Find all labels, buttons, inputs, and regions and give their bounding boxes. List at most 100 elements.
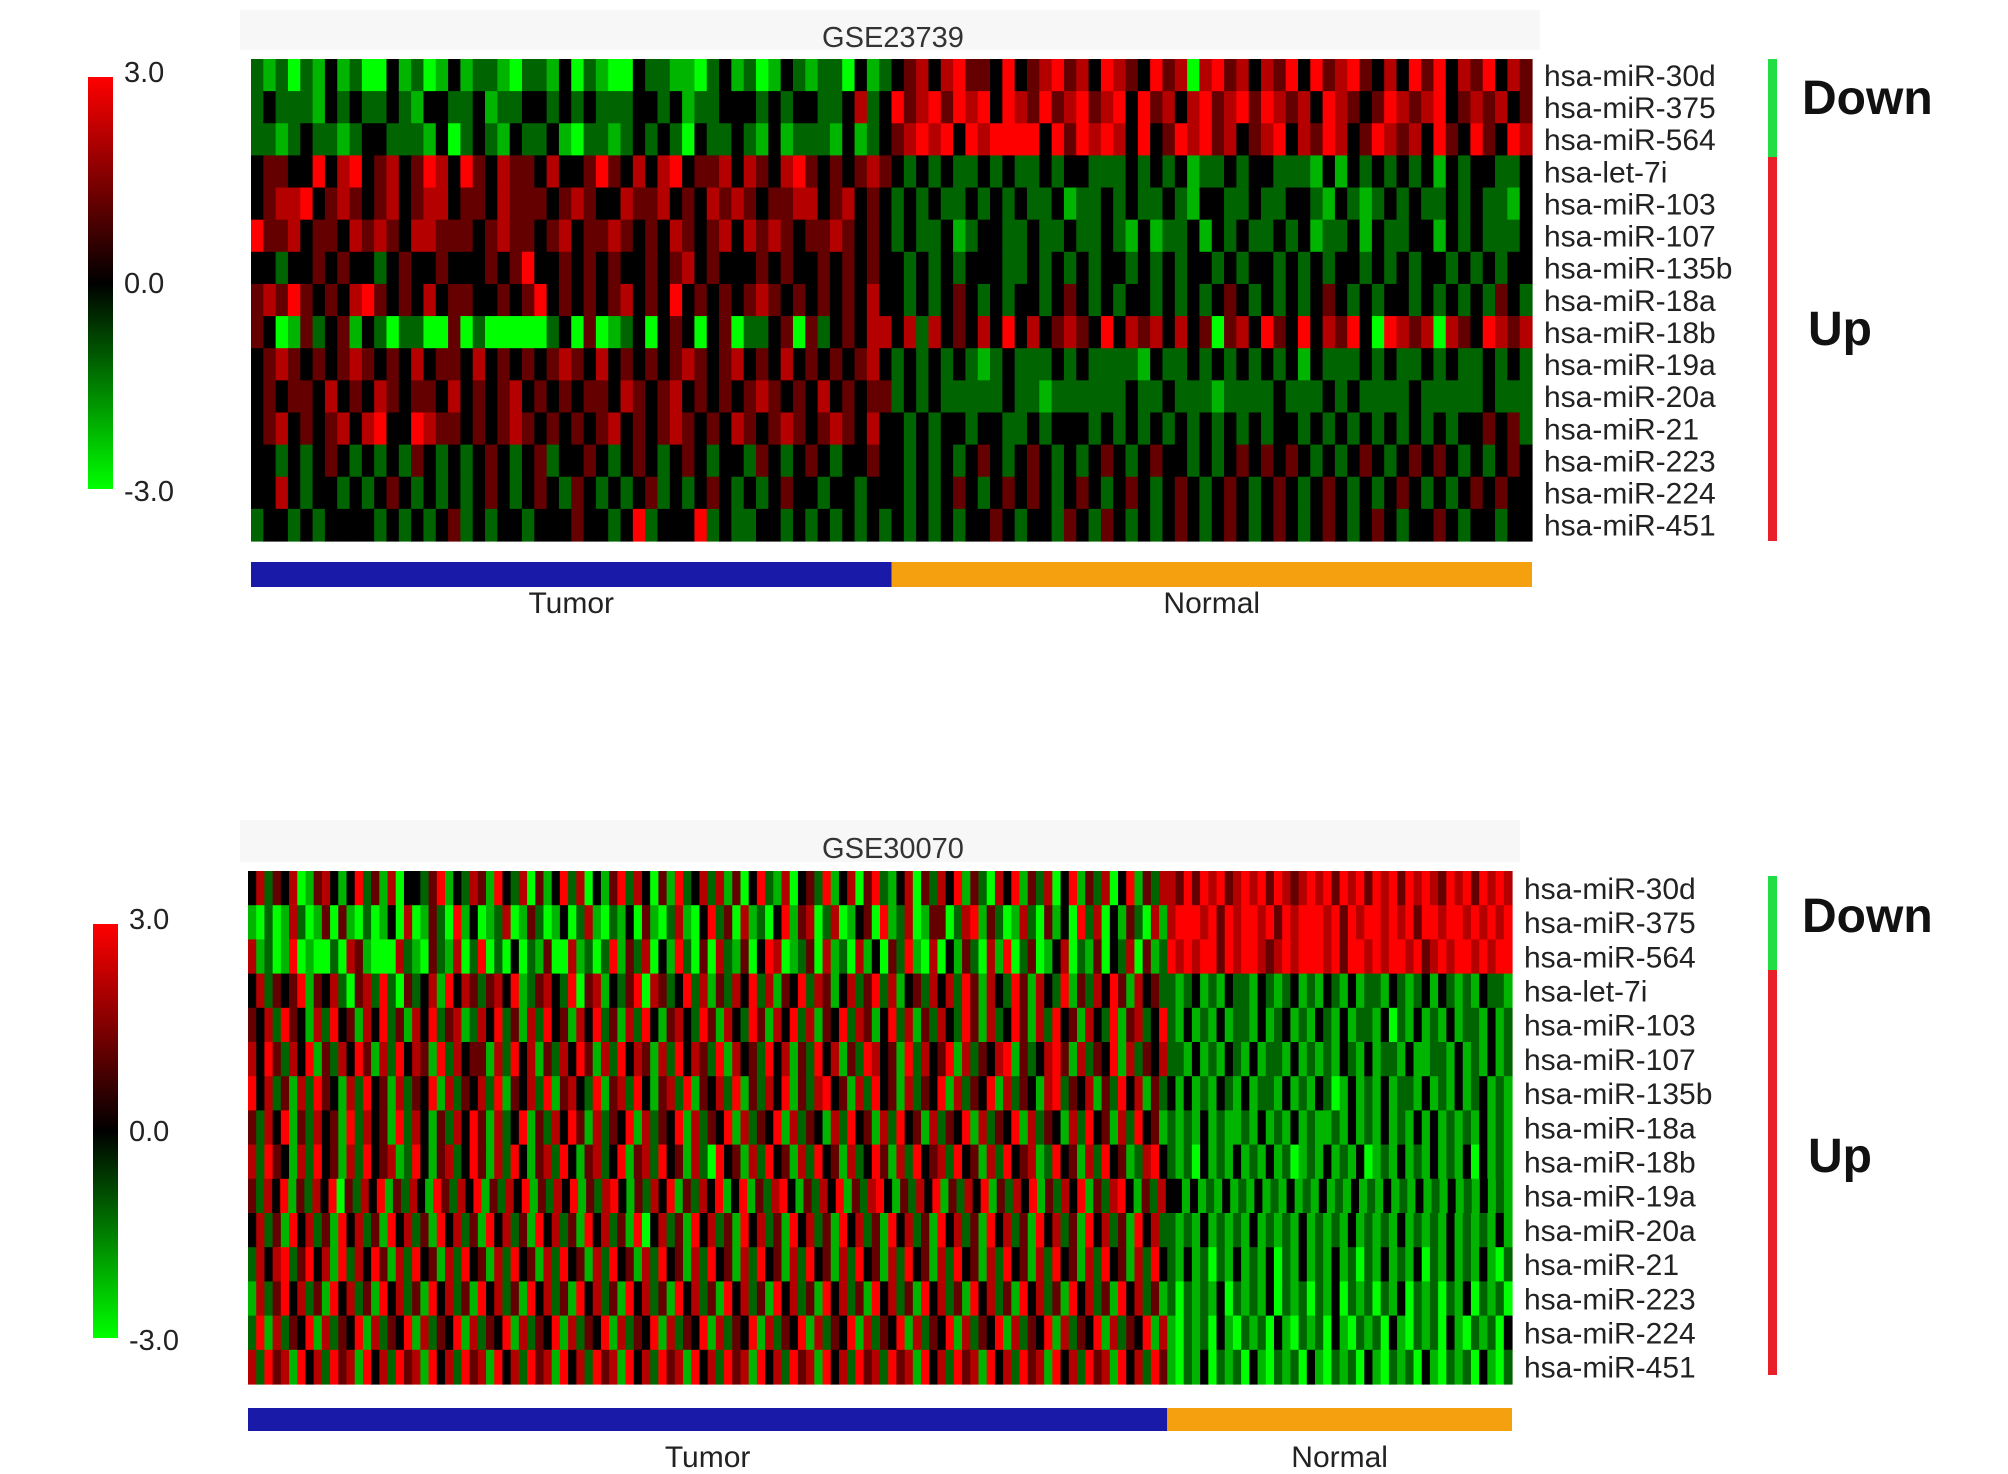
heatmap-cell bbox=[1364, 973, 1374, 1009]
heatmap-cell bbox=[1014, 187, 1028, 221]
heatmap-cell bbox=[1126, 1247, 1136, 1282]
heatmap-cell bbox=[719, 219, 732, 253]
row-labels: hsa-miR-30dhsa-miR-375hsa-miR-564hsa-let… bbox=[1544, 60, 1732, 543]
heatmap-cell bbox=[921, 1213, 930, 1248]
heatmap-cell bbox=[1470, 251, 1484, 285]
heatmap-cell bbox=[1380, 1007, 1390, 1043]
heatmap-cell bbox=[1454, 1349, 1464, 1385]
heatmap-cell bbox=[423, 508, 437, 542]
heatmap-cell bbox=[830, 973, 840, 1009]
heatmap-cell bbox=[805, 59, 819, 92]
heatmap-cell bbox=[756, 1110, 766, 1146]
heatmap-cell bbox=[797, 1110, 807, 1146]
heatmap-cell bbox=[1011, 871, 1021, 906]
heatmap-cell bbox=[953, 348, 967, 381]
heatmap-cell bbox=[953, 1042, 963, 1077]
heatmap-cell bbox=[625, 1281, 635, 1317]
heatmap-cell bbox=[1125, 155, 1139, 189]
heatmap-cell bbox=[568, 1281, 577, 1317]
heatmap-cell bbox=[1334, 251, 1348, 285]
heatmap-cell bbox=[1495, 1042, 1505, 1077]
heatmap-cell bbox=[891, 412, 905, 446]
heatmap-cell bbox=[835, 1178, 845, 1214]
heatmap-cell bbox=[945, 1110, 955, 1146]
heatmap-cell bbox=[1397, 1281, 1406, 1317]
heatmap-cell bbox=[904, 1076, 914, 1111]
heatmap-cell bbox=[953, 412, 967, 446]
heatmap-cell bbox=[1125, 412, 1139, 446]
heatmap-cell bbox=[1470, 1281, 1480, 1317]
heatmap-cell bbox=[965, 187, 979, 221]
heatmap-cell bbox=[1248, 187, 1262, 221]
heatmap-cell bbox=[1364, 1076, 1374, 1111]
heatmap-cell bbox=[929, 1042, 939, 1077]
heatmap-cell bbox=[1285, 380, 1299, 414]
heatmap-cell bbox=[1359, 412, 1373, 446]
heatmap-cell bbox=[880, 1315, 889, 1351]
heatmap-cell bbox=[940, 59, 954, 92]
heatmap-cell bbox=[321, 1247, 331, 1282]
heatmap-cell bbox=[1407, 1178, 1416, 1214]
heatmap-cell bbox=[945, 1213, 955, 1248]
heatmap-cell bbox=[916, 187, 930, 221]
heatmap-cell bbox=[576, 1349, 586, 1385]
heatmap-cell bbox=[428, 939, 438, 975]
heatmap-cell bbox=[1356, 1349, 1365, 1385]
heatmap-cell bbox=[444, 939, 454, 975]
heatmap-cell bbox=[1208, 1144, 1218, 1180]
heatmap-cell bbox=[374, 444, 388, 478]
heatmap-cell bbox=[411, 444, 425, 478]
heatmap-cell bbox=[435, 251, 449, 285]
heatmap-cell bbox=[608, 251, 622, 285]
heatmap-cell bbox=[719, 348, 732, 381]
heatmap-cell bbox=[903, 219, 917, 253]
heatmap-cell bbox=[1339, 1110, 1349, 1146]
heatmap-cell bbox=[940, 348, 954, 381]
heatmap-cell bbox=[1199, 251, 1213, 285]
heatmap-cell bbox=[756, 905, 766, 940]
heatmap-cell bbox=[494, 1110, 504, 1146]
heatmap-cell bbox=[297, 939, 307, 975]
heatmap-cell bbox=[1454, 1247, 1464, 1282]
heatmap-cell bbox=[748, 1349, 758, 1385]
heatmap-cell bbox=[272, 1213, 282, 1248]
heatmap-cell bbox=[559, 1007, 569, 1043]
heatmap-cell bbox=[485, 412, 498, 446]
heatmap-cell bbox=[583, 91, 597, 124]
heatmap-cell bbox=[1261, 155, 1274, 189]
heatmap-cell bbox=[1134, 1247, 1144, 1282]
heatmap-cell bbox=[535, 939, 545, 975]
heatmap-cell bbox=[1150, 59, 1164, 92]
heatmap-cell bbox=[1167, 1007, 1177, 1043]
heatmap-cell bbox=[609, 1349, 618, 1385]
heatmap-cell bbox=[518, 1144, 528, 1180]
heatmap-cell bbox=[518, 1042, 528, 1077]
heatmap-cell bbox=[1421, 187, 1435, 221]
heatmap-cell bbox=[1100, 91, 1114, 124]
heatmap-cell bbox=[1479, 1247, 1488, 1282]
heatmap-cell bbox=[1211, 412, 1225, 446]
heatmap-cell bbox=[1088, 123, 1102, 156]
heatmap-cell bbox=[584, 871, 594, 906]
heatmap-cell bbox=[1421, 1315, 1431, 1351]
heatmap-cell bbox=[448, 155, 461, 189]
heatmap-cell bbox=[1347, 1247, 1357, 1282]
heatmap-cell bbox=[986, 973, 996, 1009]
heatmap-cell bbox=[1462, 1349, 1472, 1385]
heatmap-cell bbox=[546, 412, 560, 446]
heatmap-cell bbox=[699, 1247, 709, 1282]
heatmap-cell bbox=[891, 123, 905, 156]
heatmap-cell bbox=[518, 1110, 528, 1146]
heatmap-cell bbox=[1183, 1042, 1193, 1077]
heatmap-cell bbox=[287, 91, 301, 124]
heatmap-cell bbox=[1470, 348, 1484, 381]
heatmap-cell bbox=[361, 412, 375, 446]
heatmap-cell bbox=[543, 1247, 553, 1282]
heatmap-cell bbox=[633, 973, 643, 1009]
heatmap-cell bbox=[990, 380, 1003, 414]
heatmap-cell bbox=[1372, 871, 1382, 906]
colorbar-gradient-bar bbox=[88, 77, 113, 489]
heatmap-cell bbox=[743, 59, 757, 92]
heatmap-cell bbox=[891, 444, 905, 478]
heatmap-cell bbox=[1487, 871, 1497, 906]
